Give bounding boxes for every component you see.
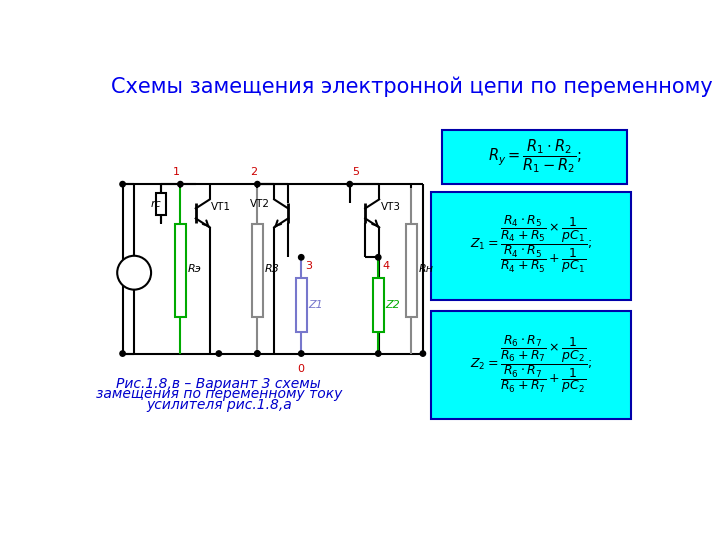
Text: VT2: VT2 <box>250 199 269 209</box>
Circle shape <box>299 254 304 260</box>
Text: 2: 2 <box>250 167 257 177</box>
Circle shape <box>178 181 183 187</box>
Text: VT3: VT3 <box>381 201 401 212</box>
Text: Rн: Rн <box>418 264 433 274</box>
Circle shape <box>120 351 125 356</box>
Bar <box>373 279 384 333</box>
Circle shape <box>117 256 151 289</box>
Text: R3: R3 <box>264 264 279 274</box>
Bar <box>156 193 166 215</box>
Text: VT1: VT1 <box>211 201 231 212</box>
Bar <box>442 130 627 184</box>
Text: $Z_2 = \dfrac{\dfrac{R_6 \cdot R_7}{R_6+R_7} \times \dfrac{1}{pC_2}}{\dfrac{R_6 : $Z_2 = \dfrac{\dfrac{R_6 \cdot R_7}{R_6+… <box>469 333 592 395</box>
Circle shape <box>299 351 304 356</box>
Circle shape <box>376 254 381 260</box>
Text: $Z_1 = \dfrac{\dfrac{R_4 \cdot R_5}{R_4+R_5} \times \dfrac{1}{pC_1}}{\dfrac{R_4 : $Z_1 = \dfrac{\dfrac{R_4 \cdot R_5}{R_4+… <box>469 213 592 275</box>
Circle shape <box>376 351 381 356</box>
Bar <box>431 192 631 300</box>
Bar <box>175 225 186 317</box>
Circle shape <box>216 351 222 356</box>
Circle shape <box>255 351 260 356</box>
Bar <box>296 279 307 333</box>
Text: замещения по переменному току: замещения по переменному току <box>96 387 342 401</box>
Bar <box>431 311 631 419</box>
Text: 4: 4 <box>382 261 390 271</box>
Text: 5: 5 <box>352 167 359 177</box>
Text: Схемы замещения электронной цепи по переменному току: Схемы замещения электронной цепи по пере… <box>111 76 720 97</box>
Circle shape <box>420 351 426 356</box>
Text: Рис.1.8,в – Вариант 3 схемы: Рис.1.8,в – Вариант 3 схемы <box>117 377 321 390</box>
Circle shape <box>120 181 125 187</box>
Text: 1: 1 <box>173 167 180 177</box>
Text: $R_y = \dfrac{R_1 \cdot R_2}{R_1 - R_2};$: $R_y = \dfrac{R_1 \cdot R_2}{R_1 - R_2};… <box>487 137 582 174</box>
Circle shape <box>255 181 260 187</box>
Text: 3: 3 <box>305 261 312 271</box>
Circle shape <box>255 351 260 356</box>
Text: Z2: Z2 <box>385 300 400 310</box>
Text: rс: rс <box>150 199 161 209</box>
Text: усилителя рис.1.8,а: усилителя рис.1.8,а <box>146 398 292 412</box>
Text: ес: ес <box>140 272 153 282</box>
Bar <box>252 225 263 317</box>
Text: Z1: Z1 <box>308 300 323 310</box>
Circle shape <box>347 181 353 187</box>
Bar <box>406 225 417 317</box>
Text: Rэ: Rэ <box>187 264 201 274</box>
Text: 0: 0 <box>298 364 305 374</box>
